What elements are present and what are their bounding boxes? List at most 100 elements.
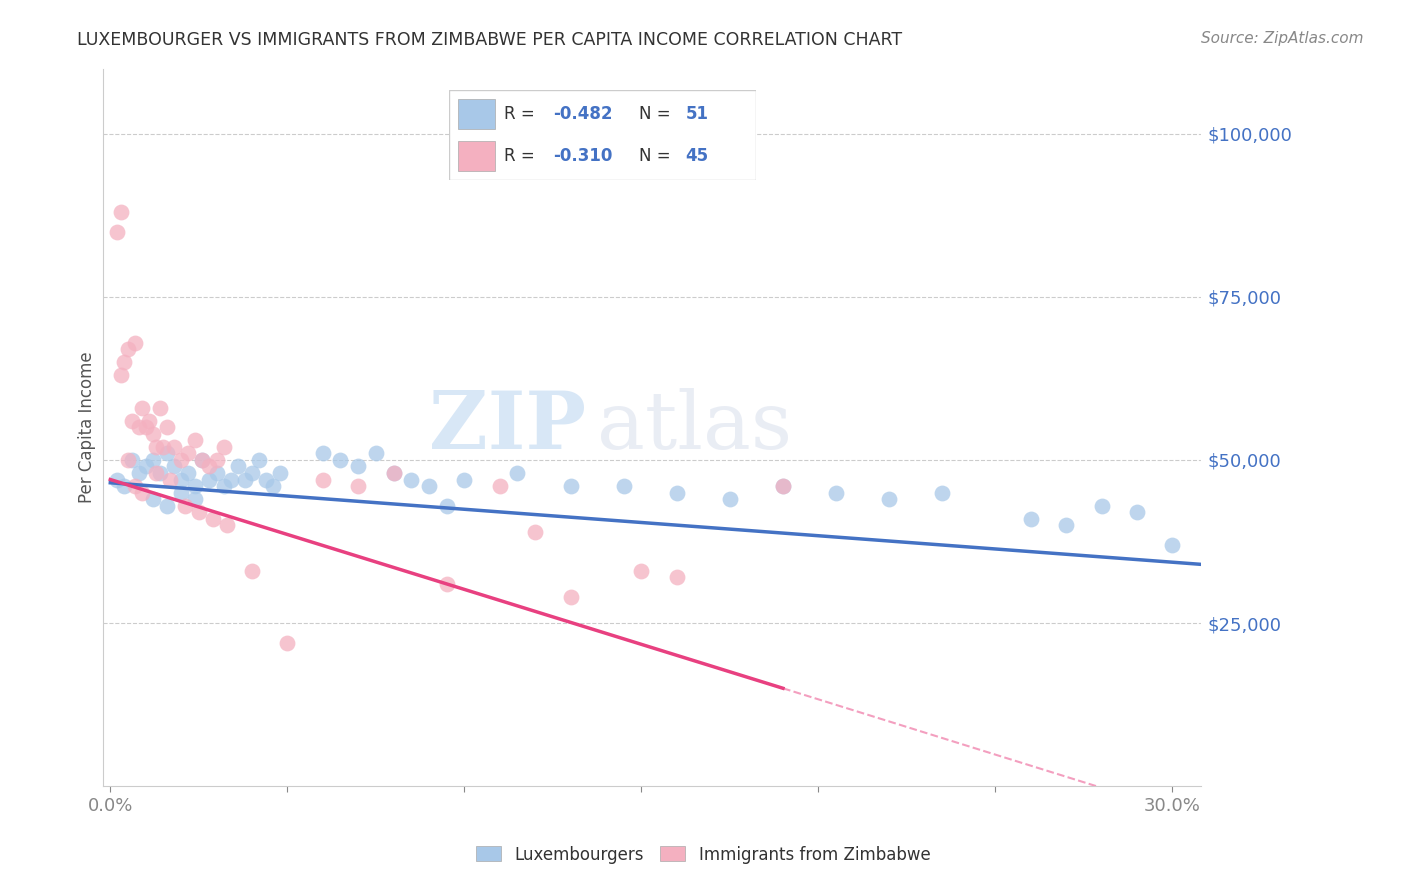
Point — [105, 225, 128, 239]
Point — [177, 466, 200, 480]
Point — [347, 459, 370, 474]
Point — [198, 473, 221, 487]
Point — [212, 440, 235, 454]
Point — [163, 440, 186, 454]
Point — [105, 473, 128, 487]
Point — [524, 524, 547, 539]
Point — [1091, 499, 1114, 513]
Point — [453, 473, 475, 487]
Point — [233, 473, 256, 487]
Point — [114, 355, 136, 369]
Point — [156, 420, 179, 434]
Point — [149, 401, 172, 415]
Point — [121, 414, 143, 428]
Point — [226, 459, 249, 474]
Text: ZIP: ZIP — [429, 388, 586, 467]
Y-axis label: Per Capita Income: Per Capita Income — [79, 351, 96, 503]
Point — [187, 505, 209, 519]
Point — [212, 479, 235, 493]
Point — [124, 479, 146, 493]
Point — [145, 440, 167, 454]
Point — [506, 466, 529, 480]
Point — [247, 453, 270, 467]
Point — [152, 440, 174, 454]
Point — [825, 485, 848, 500]
Point — [170, 453, 193, 467]
Point — [170, 485, 193, 500]
Text: atlas: atlas — [598, 388, 792, 467]
Text: Source: ZipAtlas.com: Source: ZipAtlas.com — [1201, 31, 1364, 46]
Point — [382, 466, 405, 480]
Point — [138, 414, 160, 428]
Point — [131, 401, 153, 415]
Point — [613, 479, 636, 493]
Point — [560, 590, 582, 604]
Point — [117, 342, 139, 356]
Point — [159, 473, 181, 487]
Point — [877, 492, 900, 507]
Point — [399, 473, 422, 487]
Point — [312, 446, 335, 460]
Point — [184, 479, 207, 493]
Point — [436, 577, 458, 591]
Point — [170, 473, 193, 487]
Point — [128, 466, 150, 480]
Point — [665, 570, 688, 584]
Point — [135, 420, 157, 434]
Point — [110, 368, 132, 383]
Point — [142, 492, 165, 507]
Point — [560, 479, 582, 493]
Point — [276, 635, 298, 649]
Point — [173, 499, 195, 513]
Point — [240, 564, 263, 578]
Point — [312, 473, 335, 487]
Point — [436, 499, 458, 513]
Text: LUXEMBOURGER VS IMMIGRANTS FROM ZIMBABWE PER CAPITA INCOME CORRELATION CHART: LUXEMBOURGER VS IMMIGRANTS FROM ZIMBABWE… — [77, 31, 903, 49]
Point — [128, 420, 150, 434]
Point — [418, 479, 440, 493]
Point — [205, 453, 228, 467]
Point — [156, 446, 179, 460]
Point — [665, 485, 688, 500]
Point — [630, 564, 652, 578]
Point — [488, 479, 510, 493]
Point — [1019, 511, 1042, 525]
Point — [156, 499, 179, 513]
Point — [262, 479, 284, 493]
Point — [201, 511, 224, 525]
Point — [269, 466, 291, 480]
Point — [142, 453, 165, 467]
Point — [347, 479, 370, 493]
Point — [149, 466, 172, 480]
Point — [364, 446, 387, 460]
Point — [772, 479, 794, 493]
Point — [142, 426, 165, 441]
Point — [240, 466, 263, 480]
Point — [931, 485, 953, 500]
Point — [110, 205, 132, 219]
Point — [198, 459, 221, 474]
Point — [191, 453, 214, 467]
Point — [124, 335, 146, 350]
Point — [205, 466, 228, 480]
Point — [1126, 505, 1149, 519]
Point — [121, 453, 143, 467]
Point — [135, 459, 157, 474]
Point — [184, 434, 207, 448]
Point — [718, 492, 741, 507]
Point — [163, 459, 186, 474]
Point — [1161, 538, 1184, 552]
Point — [145, 466, 167, 480]
Point — [382, 466, 405, 480]
Point — [114, 479, 136, 493]
Point — [772, 479, 794, 493]
Point — [329, 453, 352, 467]
Point — [184, 492, 207, 507]
Point — [177, 446, 200, 460]
Point — [117, 453, 139, 467]
Point — [1054, 518, 1077, 533]
Point — [219, 473, 242, 487]
Point — [131, 485, 153, 500]
Point — [217, 518, 239, 533]
Point — [191, 453, 214, 467]
